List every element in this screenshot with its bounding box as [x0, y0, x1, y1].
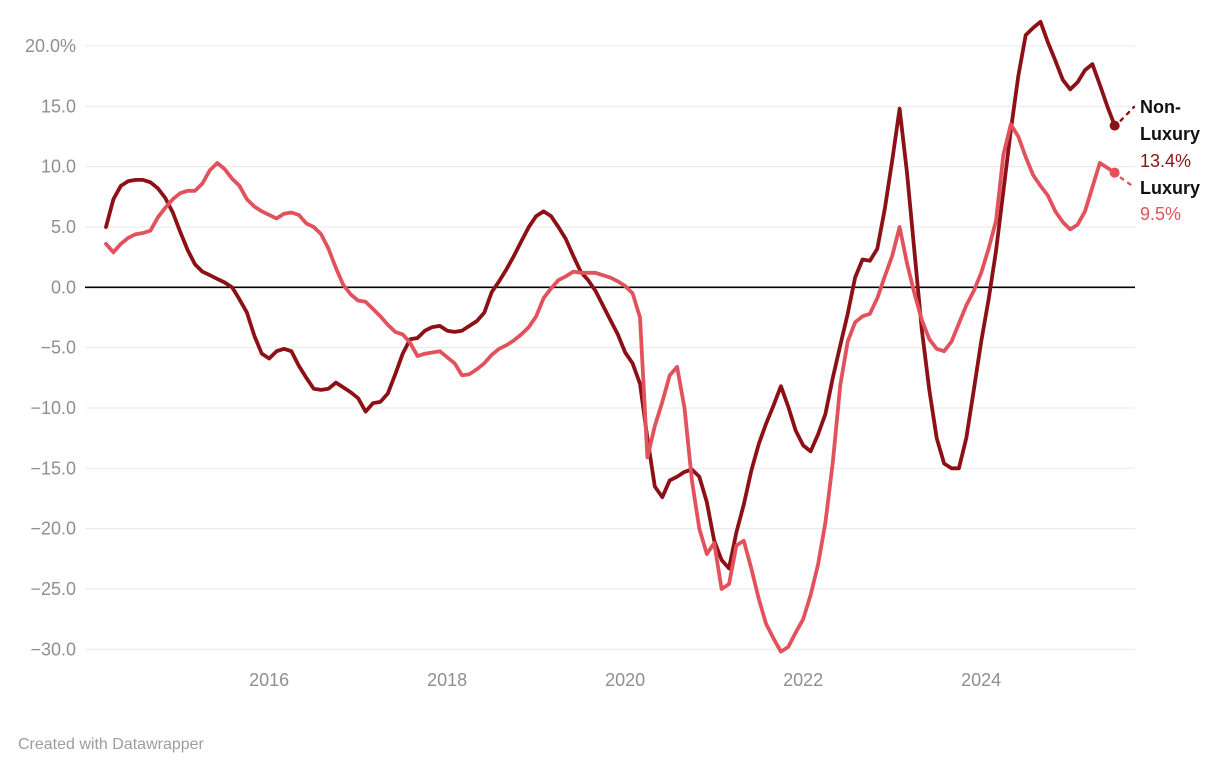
- luxury-value-label: 9.5%: [1140, 204, 1181, 224]
- luxury-end-label: Luxury 9.5%: [1140, 178, 1200, 224]
- datawrapper-credit: Created with Datawrapper: [18, 736, 204, 753]
- x-tick-label: 2018: [427, 670, 467, 690]
- x-axis-labels: 2016 2018 2020 2022 2024: [249, 670, 1001, 690]
- y-axis-labels: 20.0% 15.0 10.0 5.0 0.0 −5.0 −10.0 −15.0 −20.0 −2…: [25, 36, 76, 659]
- connector-line: [1119, 105, 1136, 122]
- non-luxury-label-line2: Luxury: [1140, 124, 1200, 144]
- y-tick-label: 5.0: [51, 217, 76, 237]
- y-gridlines: [85, 45, 1135, 650]
- series-end-dots: [1109, 120, 1120, 178]
- y-tick-label: 15.0: [41, 96, 76, 116]
- non-luxury-line: [104, 19, 1117, 571]
- y-tick-label: −10.0: [30, 398, 76, 418]
- y-tick-label: 20.0%: [25, 36, 76, 56]
- luxury-line: [104, 122, 1117, 654]
- non-luxury-end-dot: [1109, 120, 1120, 131]
- x-tick-label: 2022: [783, 670, 823, 690]
- non-luxury-label-line1: Non-: [1140, 97, 1181, 117]
- connector-line: [1119, 176, 1136, 189]
- non-luxury-end-label: Non- Luxury 13.4%: [1140, 97, 1200, 171]
- y-tick-label: −15.0: [30, 458, 76, 478]
- x-tick-label: 2020: [605, 670, 645, 690]
- x-tick-label: 2024: [961, 670, 1001, 690]
- y-tick-label: 10.0: [41, 157, 76, 177]
- x-tick-label: 2016: [249, 670, 289, 690]
- label-connector-lines: [1119, 105, 1136, 189]
- y-tick-label: 0.0: [51, 277, 76, 297]
- y-tick-label: −25.0: [30, 579, 76, 599]
- y-tick-label: −20.0: [30, 519, 76, 539]
- series-lines: [104, 19, 1117, 654]
- y-tick-label: −5.0: [40, 338, 76, 358]
- non-luxury-value-label: 13.4%: [1140, 151, 1191, 171]
- luxury-end-dot: [1109, 167, 1120, 178]
- y-tick-label: −30.0: [30, 639, 76, 659]
- luxury-label: Luxury: [1140, 178, 1200, 198]
